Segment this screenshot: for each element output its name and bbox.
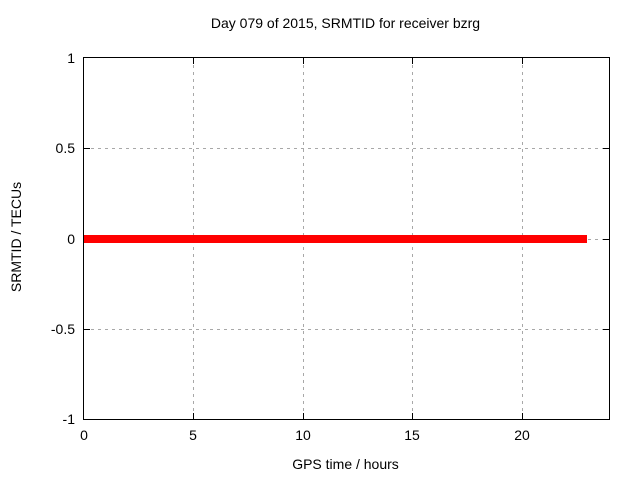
y-tick-label: 0.5 xyxy=(55,140,75,156)
x-tick-label: 0 xyxy=(80,427,88,443)
x-tick-top xyxy=(303,58,304,64)
y-tick-label: 0 xyxy=(67,231,75,247)
y-tick-left xyxy=(84,148,90,149)
x-tick-top xyxy=(522,58,523,64)
x-tick-bottom xyxy=(522,413,523,419)
y-tick-right xyxy=(603,329,609,330)
x-tick-label: 20 xyxy=(514,427,530,443)
y-tick-label: -1 xyxy=(62,411,75,427)
plot-area: 0 5 10 15 20 -1 -0.5 0 0.5 1 xyxy=(51,50,610,443)
chart-title: Day 079 of 2015, SRMTID for receiver bzr… xyxy=(210,15,481,31)
y-tick-left xyxy=(84,329,90,330)
x-tick-top xyxy=(412,58,413,64)
y-tick-right xyxy=(603,148,609,149)
x-tick-label: 15 xyxy=(404,427,420,443)
y-axis-title: SRMTID / TECUs xyxy=(8,181,24,293)
x-tick-bottom xyxy=(412,413,413,419)
x-axis-title: GPS time / hours xyxy=(292,456,399,472)
y-gridline xyxy=(84,148,609,149)
y-gridline xyxy=(84,329,609,330)
y-tick-label: -0.5 xyxy=(50,321,75,337)
x-tick-label: 10 xyxy=(295,427,311,443)
x-tick-label: 5 xyxy=(189,427,197,443)
x-tick-bottom xyxy=(303,413,304,419)
x-tick-top xyxy=(193,58,194,64)
x-tick-bottom xyxy=(193,413,194,419)
y-tick-right xyxy=(603,239,609,240)
data-series-line xyxy=(84,235,587,243)
y-tick-label: 1 xyxy=(67,50,75,66)
